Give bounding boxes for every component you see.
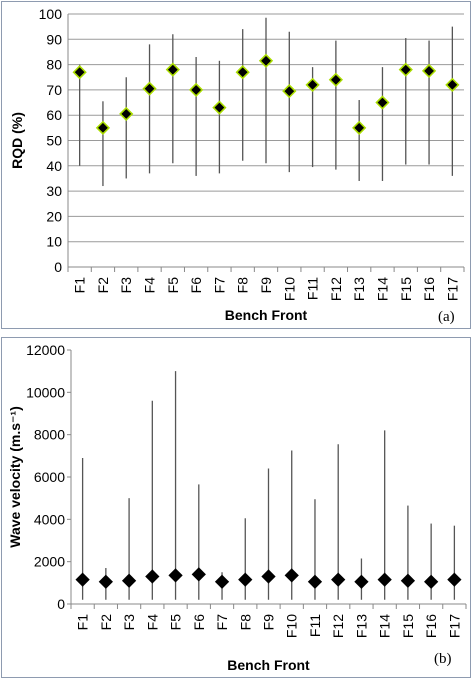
data-point	[445, 77, 460, 92]
data-point	[214, 574, 230, 589]
data-point	[258, 53, 274, 68]
data-point	[328, 72, 344, 87]
y-tick-label: 8000	[34, 427, 65, 443]
x-tick-label: F15	[400, 614, 416, 638]
y-tick-label: 4000	[34, 511, 65, 527]
x-tick-label: F17	[444, 277, 460, 301]
panel-label-b: (b)	[434, 651, 452, 667]
data-point	[168, 568, 183, 583]
chart-panel-b: 0 2000 4000 6000 8000 10000 12000 F1 F2 F3 F4 F5 F6 F…	[1, 337, 471, 678]
data-point	[284, 568, 299, 583]
data-point	[121, 573, 137, 588]
x-tick-label: F9	[258, 277, 274, 294]
x-tick-label: F16	[421, 277, 437, 301]
data-point	[119, 106, 134, 122]
data-point	[375, 95, 390, 110]
data-point	[191, 567, 206, 582]
y-tick-label: 30	[46, 183, 62, 199]
x-tick-label: F4	[144, 614, 160, 631]
x-tick-label: F8	[237, 614, 253, 631]
y-tick-label: 2000	[34, 554, 65, 570]
x-axis-title: Bench Front	[225, 307, 308, 323]
x-tick-label: F13	[353, 614, 369, 638]
x-tick-label: F2	[98, 614, 114, 631]
data-point	[261, 569, 276, 584]
x-tick-label: F11	[307, 614, 323, 637]
y-tick-label: 60	[46, 107, 62, 123]
x-tick-label: F6	[191, 614, 207, 631]
x-tick-label: F7	[211, 277, 227, 294]
x-tick-label: F5	[168, 614, 184, 631]
y-tick-label: 40	[46, 158, 62, 174]
x-tick-label: F11	[305, 277, 321, 300]
x-axis-title: Bench Front	[227, 657, 310, 673]
data-point	[95, 120, 111, 135]
data-point	[238, 572, 253, 587]
data-point	[142, 81, 157, 96]
data-point	[165, 62, 180, 77]
x-tick-label: F2	[95, 277, 111, 294]
x-tick-label: F16	[423, 614, 439, 638]
y-tick-label: 10	[46, 234, 62, 250]
x-tick-label: F7	[214, 614, 230, 631]
panel-label-a: (a)	[438, 309, 455, 325]
y-tick-label: 80	[46, 57, 62, 73]
chart-panel-a: 0 10 20 30 40 50 60 70 80 90 100 F1 F2 F3 F4 F5 F6 F7 F8 F9…	[1, 1, 471, 329]
y-tick-label: 100	[39, 6, 63, 22]
data-point	[354, 574, 369, 589]
data-point	[424, 574, 439, 589]
y-tick-label: 50	[46, 133, 62, 149]
x-tick-label: F15	[398, 277, 414, 301]
x-tick-label: F12	[330, 614, 346, 638]
x-tick-label: F1	[72, 277, 88, 294]
x-tick-label: F3	[118, 277, 134, 294]
x-tick-label: F9	[261, 614, 277, 631]
data-point	[400, 573, 416, 588]
data-point	[352, 120, 367, 135]
data-point	[145, 569, 160, 584]
y-tick-label: 70	[46, 82, 62, 98]
y-tick-label: 0	[57, 596, 65, 612]
x-tick-label: F12	[328, 277, 344, 301]
y-tick-label: 12000	[26, 342, 65, 358]
x-tick-label: F1	[75, 614, 91, 631]
x-tick-label: F5	[165, 277, 181, 294]
data-point	[72, 65, 87, 80]
x-tick-label: F4	[142, 277, 158, 294]
y-tick-label: 10000	[26, 384, 65, 400]
data-point	[398, 62, 413, 77]
x-tick-label: F8	[235, 277, 251, 294]
wave-velocity-chart: 0 2000 4000 6000 8000 10000 12000 F1 F2 F3 F4 F5 F6 F…	[7, 342, 467, 673]
y-tick-label: 0	[54, 259, 62, 275]
data-point	[188, 82, 204, 98]
y-tick-label: 90	[46, 31, 62, 47]
data-point	[305, 77, 320, 92]
y-axis-title: Wave velocity (m.s⁻¹)	[7, 406, 23, 547]
x-tick-label: F14	[377, 614, 393, 638]
y-tick-label: 6000	[34, 469, 65, 485]
data-point	[212, 100, 227, 115]
data-point	[307, 574, 323, 589]
x-tick-label: F3	[121, 614, 137, 631]
data-point	[421, 63, 437, 79]
data-point	[98, 574, 113, 589]
x-tick-label: F10	[281, 277, 297, 301]
y-tick-label: 20	[46, 208, 62, 224]
x-tick-label: F13	[351, 277, 367, 301]
x-tick-label: F10	[284, 614, 300, 638]
y-axis-title: RQD (%)	[9, 112, 25, 169]
data-point	[377, 572, 392, 587]
x-tick-label: F6	[188, 277, 204, 294]
x-tick-label: F17	[446, 614, 462, 638]
data-point	[235, 65, 250, 80]
data-point	[331, 572, 346, 587]
x-tick-label: F14	[374, 277, 390, 301]
rqd-chart: 0 10 20 30 40 50 60 70 80 90 100 F1 F2 F3 F4 F5 F6 F7 F8 F9…	[9, 6, 465, 323]
data-point	[75, 572, 90, 587]
data-point	[282, 84, 297, 99]
data-point	[447, 572, 462, 587]
